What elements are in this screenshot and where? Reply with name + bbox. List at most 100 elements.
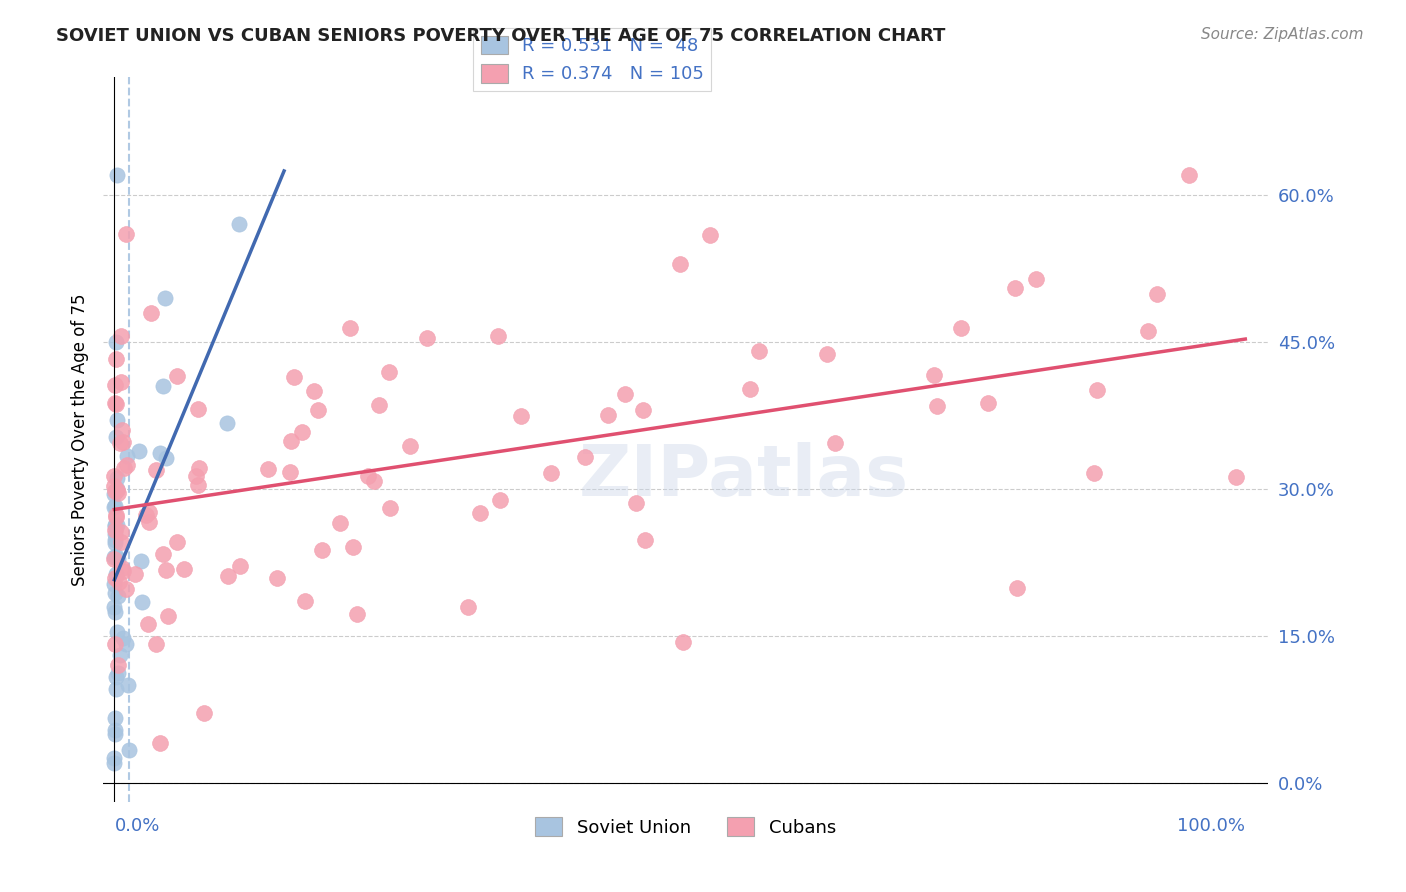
Point bbox=[1083, 467, 1105, 481]
Point bbox=[1136, 324, 1159, 338]
Point bbox=[950, 320, 973, 334]
Point bbox=[188, 461, 211, 475]
Point bbox=[105, 624, 128, 639]
Point bbox=[107, 657, 129, 672]
Point bbox=[748, 344, 770, 359]
Point bbox=[925, 399, 948, 413]
Point bbox=[104, 723, 127, 737]
Point bbox=[155, 563, 177, 577]
Point bbox=[112, 460, 135, 475]
Point bbox=[111, 564, 134, 578]
Point bbox=[107, 666, 129, 681]
Point bbox=[699, 228, 721, 243]
Point bbox=[112, 631, 135, 645]
Point bbox=[104, 549, 127, 564]
Point bbox=[104, 533, 127, 548]
Point bbox=[290, 425, 312, 439]
Point bbox=[103, 527, 125, 541]
Point bbox=[470, 506, 492, 520]
Point bbox=[103, 552, 125, 566]
Point bbox=[1085, 384, 1108, 398]
Point bbox=[672, 635, 695, 649]
Point bbox=[104, 518, 127, 533]
Point bbox=[634, 533, 657, 548]
Point bbox=[104, 377, 127, 392]
Point bbox=[112, 434, 135, 449]
Point bbox=[104, 571, 127, 585]
Point bbox=[346, 607, 368, 621]
Point bbox=[138, 515, 160, 529]
Point bbox=[104, 508, 127, 522]
Text: 0.0%: 0.0% bbox=[114, 817, 160, 835]
Point bbox=[129, 554, 152, 568]
Point bbox=[922, 368, 945, 382]
Point bbox=[104, 510, 127, 524]
Point bbox=[104, 334, 127, 349]
Point bbox=[266, 572, 288, 586]
Point bbox=[815, 347, 838, 361]
Point bbox=[152, 379, 174, 393]
Point bbox=[103, 486, 125, 500]
Point bbox=[111, 423, 134, 437]
Point bbox=[329, 516, 352, 530]
Point bbox=[155, 450, 177, 465]
Point bbox=[104, 710, 127, 724]
Point bbox=[103, 550, 125, 565]
Point bbox=[311, 542, 333, 557]
Point bbox=[145, 637, 167, 651]
Point bbox=[117, 449, 139, 463]
Point bbox=[103, 756, 125, 770]
Point bbox=[187, 478, 209, 492]
Point bbox=[103, 469, 125, 483]
Point bbox=[486, 329, 509, 343]
Text: SOVIET UNION VS CUBAN SENIORS POVERTY OVER THE AGE OF 75 CORRELATION CHART: SOVIET UNION VS CUBAN SENIORS POVERTY OV… bbox=[56, 27, 946, 45]
Point bbox=[104, 429, 127, 443]
Y-axis label: Seniors Poverty Over the Age of 75: Seniors Poverty Over the Age of 75 bbox=[72, 293, 89, 586]
Point bbox=[280, 434, 302, 448]
Point bbox=[110, 534, 132, 549]
Point bbox=[131, 594, 153, 608]
Point bbox=[104, 396, 127, 410]
Point bbox=[399, 439, 422, 453]
Point bbox=[357, 468, 380, 483]
Text: 100.0%: 100.0% bbox=[1177, 817, 1246, 835]
Point bbox=[103, 605, 125, 619]
Point bbox=[166, 535, 188, 549]
Point bbox=[110, 524, 132, 539]
Point bbox=[104, 566, 127, 581]
Point bbox=[363, 474, 385, 488]
Point bbox=[103, 577, 125, 591]
Point bbox=[1146, 286, 1168, 301]
Point bbox=[824, 436, 846, 450]
Point bbox=[457, 600, 479, 615]
Point bbox=[110, 648, 132, 663]
Point bbox=[104, 536, 127, 550]
Point bbox=[152, 547, 174, 561]
Point bbox=[1225, 470, 1247, 484]
Point bbox=[138, 505, 160, 519]
Point bbox=[110, 329, 132, 343]
Point bbox=[184, 468, 207, 483]
Point bbox=[104, 586, 127, 600]
Point bbox=[1024, 271, 1046, 285]
Point bbox=[157, 609, 180, 624]
Legend: Soviet Union, Cubans: Soviet Union, Cubans bbox=[529, 810, 844, 844]
Point bbox=[416, 331, 439, 345]
Point bbox=[135, 508, 157, 523]
Point bbox=[105, 482, 128, 496]
Point bbox=[145, 463, 167, 477]
Point bbox=[574, 450, 596, 464]
Point bbox=[510, 409, 533, 424]
Point bbox=[105, 413, 128, 427]
Point bbox=[228, 559, 250, 574]
Point bbox=[104, 637, 127, 651]
Point bbox=[148, 446, 170, 460]
Point bbox=[215, 416, 238, 430]
Point bbox=[173, 561, 195, 575]
Point bbox=[139, 305, 162, 319]
Point bbox=[104, 524, 127, 538]
Point bbox=[104, 519, 127, 533]
Point bbox=[104, 681, 127, 696]
Point bbox=[624, 496, 647, 510]
Point bbox=[193, 706, 215, 720]
